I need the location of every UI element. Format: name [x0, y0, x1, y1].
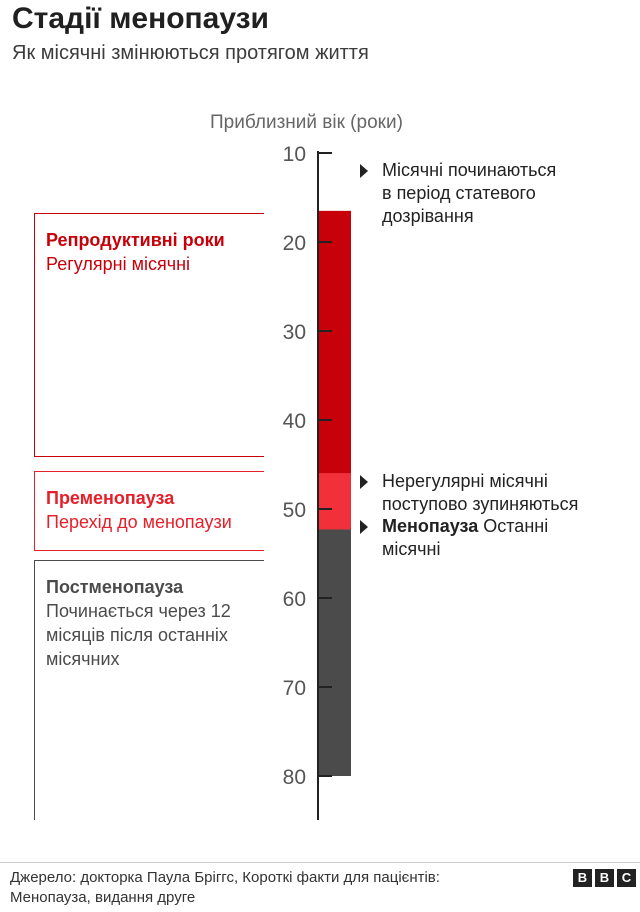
- y-tick-label: 60: [283, 588, 306, 611]
- source-line: Джерело: докторка Паула Бріггс, Короткі …: [10, 869, 440, 886]
- stage-title: Репродуктивні роки: [46, 229, 225, 250]
- pointer-marker-icon: [360, 519, 368, 534]
- source-note: Джерело: докторка Паула Бріггс, Короткі …: [10, 868, 440, 908]
- stage-title: Постменопауза: [46, 577, 184, 598]
- y-tick-label: 10: [283, 143, 306, 166]
- y-tick-label: 20: [283, 232, 306, 255]
- y-tick-label: 70: [283, 677, 306, 700]
- stage-box-reproductive: Репродуктивні роки Регулярні місячні: [34, 212, 264, 458]
- bbc-logo-block: B: [573, 869, 592, 887]
- stage-desc-line: Починається через 12: [46, 601, 231, 622]
- bar-segment-1: [318, 473, 351, 530]
- pointer-marker-icon: [360, 475, 368, 490]
- stage-desc-line: Перехід до менопаузи: [46, 512, 232, 533]
- stage-box-premenopause: Пременопауза Перехід до менопаузи: [34, 471, 264, 552]
- footer-divider: [0, 862, 640, 863]
- annotation-bold: Менопауза: [382, 515, 479, 536]
- annotation-irregular: Нерегулярні місячні поступово зупиняютьс…: [360, 470, 578, 516]
- chart-title: Стадії менопаузи: [12, 2, 269, 35]
- stage-box-postmenopause: Постменопауза Починається через 12 місяц…: [34, 560, 264, 820]
- stage-desc-line: місячних: [46, 649, 120, 670]
- bar-segment-2: [318, 529, 351, 776]
- y-tick-label: 80: [283, 766, 306, 789]
- y-axis-label: Приблизний вік (роки): [210, 112, 403, 133]
- annotation-line: поступово зупиняються: [382, 494, 579, 515]
- annotation-line: в період статевого: [382, 182, 536, 203]
- annotation-line: дозрівання: [382, 205, 474, 226]
- y-tick-label: 50: [283, 499, 306, 522]
- annotation-menarche: Місячні починаються в період статевого д…: [360, 159, 556, 228]
- annotation-line: Нерегулярні місячні: [382, 471, 548, 492]
- pointer-marker-icon: [360, 163, 368, 178]
- stage-desc-line: місяців після останніх: [46, 625, 228, 646]
- stage-desc-line: Регулярні місячні: [46, 253, 191, 274]
- bbc-logo-block: C: [617, 869, 636, 887]
- source-line: Менопауза, видання друге: [10, 889, 196, 906]
- bbc-logo: B B C: [573, 869, 636, 887]
- annotation-line: Менопауза Останні: [360, 515, 548, 538]
- annotation-menopause: Менопауза Останні місячні: [360, 515, 548, 561]
- bar-segment-0: [318, 210, 351, 474]
- y-tick-label: 40: [283, 410, 306, 433]
- y-tick-label: 30: [283, 321, 306, 344]
- annotation-line: Місячні починаються: [382, 159, 557, 180]
- bbc-logo-block: B: [595, 869, 614, 887]
- annotation-line: місячні: [382, 538, 441, 559]
- chart-area: 10 20 30 40 50 60 70 80: [283, 143, 351, 820]
- stage-title: Пременопауза: [46, 488, 175, 509]
- annotation-text: Останні: [483, 515, 549, 536]
- chart-subtitle: Як місячні змінюються протягом життя: [12, 42, 369, 64]
